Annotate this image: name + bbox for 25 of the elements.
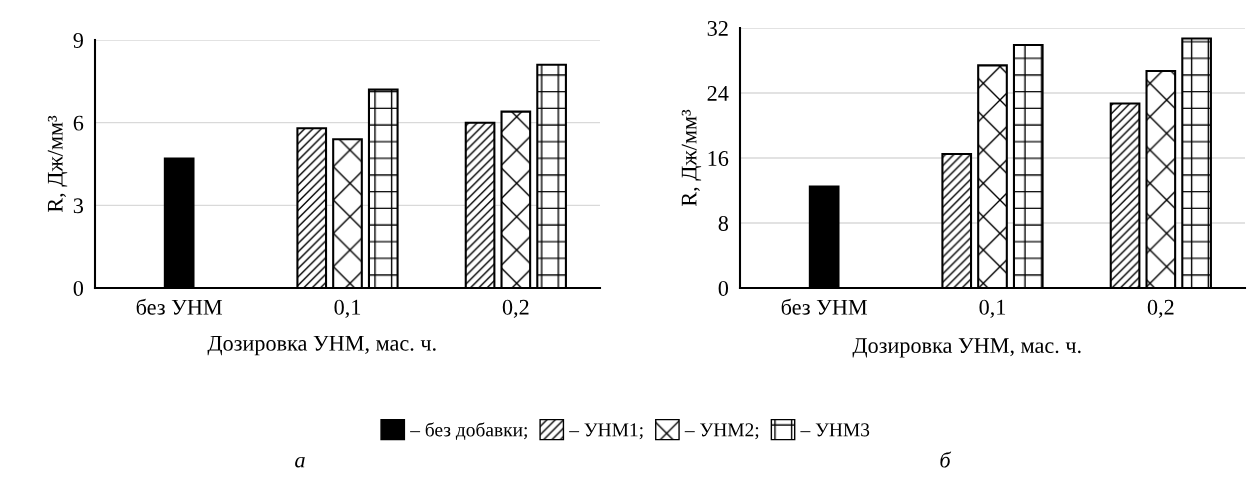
y-tick-label: 9 xyxy=(73,32,83,48)
y-tick-label: 24 xyxy=(707,85,729,101)
x-tick-label: 0,1 xyxy=(334,299,361,318)
y-tick-label: 6 xyxy=(73,115,84,131)
y-tick-label: 16 xyxy=(708,150,729,166)
y-tick-label: 32 xyxy=(707,20,728,36)
legend-label: – УНМ1; xyxy=(569,423,643,440)
y-tick-label: 0 xyxy=(718,280,729,296)
text: б xyxy=(940,451,952,468)
x-tick-label: без УНМ xyxy=(781,298,868,315)
text: а xyxy=(295,456,305,468)
legend-label: – УНМ2; xyxy=(684,423,759,440)
y-axis-title: R, Дж/мм³ xyxy=(47,115,68,213)
legend-label: – УНМ3 xyxy=(800,423,870,437)
y-tick-label: 3 xyxy=(73,198,84,214)
x-tick-label: 0,2 xyxy=(1147,299,1174,318)
x-tick-label: без УНМ xyxy=(136,298,223,315)
y-axis-title: R, Дж/мм³ xyxy=(681,109,702,207)
x-tick-label: 0,1 xyxy=(979,299,1006,318)
y-tick-label: 0 xyxy=(73,280,84,296)
x-axis-title: Дозировка УНМ, мас. ч. xyxy=(852,338,1081,358)
x-axis-title: Дозировка УНМ, мас. ч. xyxy=(207,335,436,356)
y-tick-label: 8 xyxy=(718,215,729,231)
legend-label: – без добавки; xyxy=(410,422,527,440)
x-tick-label: 0,2 xyxy=(502,299,529,318)
